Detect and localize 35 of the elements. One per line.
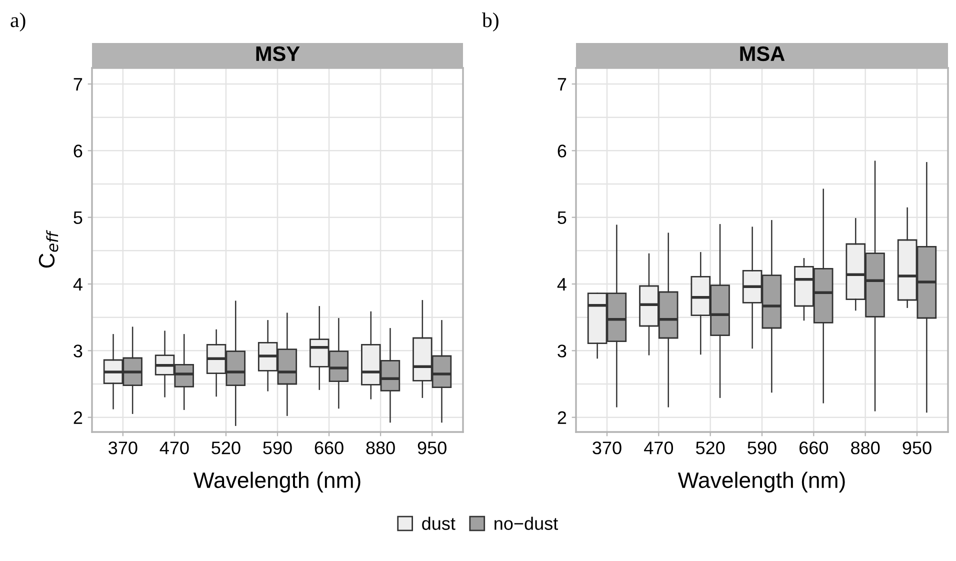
x-tick-label: 370 [108, 442, 138, 454]
x-tick-label: 660 [314, 442, 344, 454]
x-tick-label: 520 [212, 442, 240, 454]
y-tick-label: 7 [74, 78, 82, 91]
chart-title: MSY [256, 46, 300, 62]
y-tick-label: 3 [558, 344, 566, 358]
y-tick-label: 6 [74, 144, 82, 158]
text: b) [482, 12, 498, 32]
y-tick-label: 6 [558, 144, 566, 158]
y-axis-title: C$_{eff}$ [38, 230, 58, 268]
x-tick-label: 950 [418, 442, 446, 454]
x-tick-label: 470 [160, 442, 189, 454]
y-tick-label: 5 [558, 211, 566, 224]
x-tick-label: 520 [696, 442, 725, 454]
x-tick-label: 590 [263, 442, 292, 454]
y-tick-label: 2 [74, 411, 82, 424]
legend-label: no−dust [494, 516, 558, 530]
y-tick-label: 7 [558, 78, 566, 91]
legend-label: dust [422, 516, 456, 530]
y-tick-label: 3 [74, 344, 82, 358]
y-tick-label: 5 [74, 211, 82, 224]
text: a) [10, 12, 26, 32]
x-tick-label: 880 [366, 442, 395, 454]
x-tick-label: 370 [592, 442, 622, 454]
x-tick-label: 470 [644, 442, 674, 454]
x-tick-label: 590 [748, 442, 776, 454]
x-tick-label: 950 [902, 442, 932, 454]
y-tick-label: 4 [557, 278, 566, 291]
x-tick-label: 660 [800, 442, 828, 454]
x-axis-title: Wavelength (nm) [193, 472, 360, 492]
y-tick-label: 2 [558, 411, 566, 424]
chart-title: MSA [740, 46, 785, 62]
y-tick-label: 4 [73, 278, 82, 291]
x-axis-title: Wavelength (nm) [678, 472, 845, 492]
x-tick-label: 880 [851, 442, 880, 454]
